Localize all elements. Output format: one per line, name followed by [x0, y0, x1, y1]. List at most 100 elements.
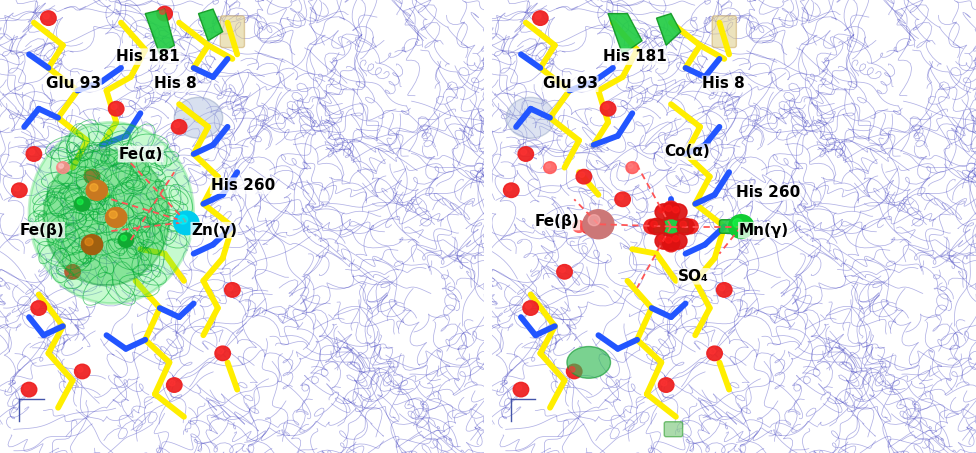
- Circle shape: [710, 348, 715, 354]
- Circle shape: [651, 221, 658, 227]
- Circle shape: [600, 101, 616, 116]
- Circle shape: [513, 382, 529, 397]
- Circle shape: [31, 301, 47, 315]
- Circle shape: [108, 101, 124, 116]
- Circle shape: [169, 380, 175, 386]
- Circle shape: [676, 218, 694, 235]
- Polygon shape: [198, 14, 208, 41]
- Text: Fe(α): Fe(α): [119, 146, 163, 162]
- Circle shape: [644, 219, 660, 234]
- Circle shape: [559, 267, 565, 273]
- Circle shape: [504, 183, 519, 198]
- Circle shape: [658, 207, 665, 213]
- Circle shape: [626, 162, 638, 173]
- Circle shape: [575, 222, 580, 227]
- Circle shape: [64, 265, 80, 279]
- Text: Fe(β): Fe(β): [535, 214, 579, 230]
- Circle shape: [57, 162, 69, 173]
- Circle shape: [573, 221, 586, 232]
- Circle shape: [666, 203, 671, 209]
- Text: His 181: His 181: [116, 49, 180, 64]
- Circle shape: [518, 147, 534, 161]
- Circle shape: [43, 13, 49, 19]
- Circle shape: [90, 183, 98, 191]
- Circle shape: [556, 265, 572, 279]
- Circle shape: [615, 192, 630, 207]
- Circle shape: [41, 11, 57, 25]
- Circle shape: [670, 233, 687, 249]
- Circle shape: [174, 122, 180, 128]
- Circle shape: [215, 346, 230, 361]
- Polygon shape: [145, 14, 160, 54]
- FancyBboxPatch shape: [654, 220, 688, 233]
- Circle shape: [167, 378, 182, 392]
- Text: His 8: His 8: [154, 76, 197, 92]
- FancyBboxPatch shape: [221, 16, 244, 48]
- Circle shape: [648, 218, 666, 235]
- Text: Co(α): Co(α): [664, 144, 710, 159]
- Circle shape: [172, 120, 186, 134]
- Circle shape: [566, 364, 582, 379]
- Circle shape: [157, 6, 173, 21]
- Circle shape: [87, 172, 93, 178]
- Circle shape: [546, 164, 550, 168]
- Ellipse shape: [507, 97, 554, 138]
- Circle shape: [666, 237, 671, 243]
- Circle shape: [159, 9, 165, 14]
- Circle shape: [658, 236, 665, 242]
- Text: His 260: His 260: [736, 185, 800, 200]
- Circle shape: [74, 197, 90, 211]
- Circle shape: [661, 380, 667, 386]
- Circle shape: [174, 211, 199, 235]
- Circle shape: [733, 219, 743, 228]
- Circle shape: [576, 169, 591, 184]
- Circle shape: [682, 219, 698, 234]
- Circle shape: [670, 204, 687, 220]
- Text: Mn(γ): Mn(γ): [739, 222, 789, 238]
- Circle shape: [672, 236, 679, 242]
- Circle shape: [121, 235, 127, 241]
- Circle shape: [589, 215, 600, 226]
- Text: His 260: His 260: [211, 178, 275, 193]
- Circle shape: [15, 185, 20, 191]
- Circle shape: [655, 233, 672, 249]
- FancyBboxPatch shape: [665, 422, 682, 437]
- Ellipse shape: [175, 97, 223, 138]
- Polygon shape: [657, 14, 680, 45]
- Circle shape: [533, 11, 549, 25]
- Circle shape: [680, 221, 686, 227]
- Circle shape: [646, 222, 652, 227]
- Text: SO₄: SO₄: [678, 269, 709, 284]
- Circle shape: [685, 222, 691, 227]
- FancyBboxPatch shape: [665, 210, 677, 243]
- Circle shape: [719, 285, 725, 291]
- Circle shape: [67, 267, 73, 273]
- Circle shape: [584, 222, 590, 227]
- Circle shape: [109, 211, 117, 218]
- FancyBboxPatch shape: [712, 16, 736, 48]
- Circle shape: [111, 104, 117, 110]
- Circle shape: [544, 162, 556, 173]
- Circle shape: [655, 204, 672, 220]
- Circle shape: [28, 149, 35, 155]
- Ellipse shape: [44, 149, 170, 285]
- Circle shape: [629, 164, 632, 168]
- Circle shape: [729, 215, 753, 238]
- Ellipse shape: [29, 122, 193, 304]
- Circle shape: [525, 303, 531, 309]
- FancyBboxPatch shape: [719, 220, 740, 233]
- Circle shape: [77, 366, 83, 372]
- Circle shape: [603, 104, 609, 110]
- Circle shape: [86, 180, 107, 200]
- Circle shape: [227, 285, 233, 291]
- Circle shape: [59, 164, 63, 168]
- Circle shape: [218, 348, 224, 354]
- Text: Zn(γ): Zn(γ): [191, 222, 237, 238]
- Circle shape: [666, 205, 671, 212]
- Polygon shape: [145, 9, 175, 54]
- Circle shape: [516, 385, 522, 390]
- Circle shape: [85, 238, 93, 246]
- Text: Glu 93: Glu 93: [46, 76, 101, 92]
- Circle shape: [118, 233, 134, 247]
- Ellipse shape: [567, 347, 611, 378]
